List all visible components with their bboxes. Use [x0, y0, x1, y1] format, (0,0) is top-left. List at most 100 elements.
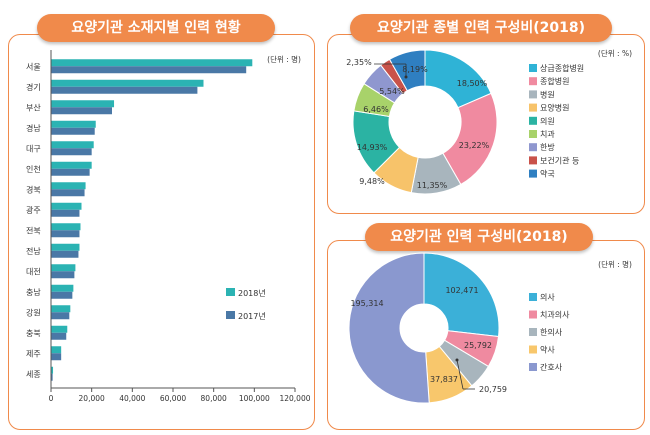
category-label: 경남	[26, 123, 41, 133]
workforce-legend-swatch	[529, 345, 537, 354]
workforce-legend-label: 의사	[540, 292, 555, 302]
leader-dot	[404, 75, 408, 79]
type-legend-swatch	[529, 64, 537, 72]
type-value-label: 8,19%	[402, 65, 428, 74]
workforce-value-label: 20,759	[479, 385, 507, 394]
type-legend-swatch	[529, 169, 537, 178]
category-label: 서울	[26, 62, 41, 71]
type-legend-label: 상급종합병원	[540, 63, 584, 73]
type-slice	[388, 49, 426, 92]
category-label: 광주	[26, 205, 41, 215]
type-legend-label: 약국	[540, 169, 555, 179]
bar-2017	[51, 291, 73, 299]
workforce-value-label: 102,471	[445, 286, 478, 295]
region-chart-title: 요양기관 소재지별 인력 현황	[37, 14, 275, 42]
type-legend-label: 보건기관 등	[540, 155, 579, 165]
category-label: 전남	[26, 246, 41, 256]
type-value-label: 5,54%	[379, 87, 405, 96]
type-legend-swatch	[529, 77, 537, 86]
bar-2017	[51, 332, 67, 340]
bar-2017	[51, 250, 79, 258]
workforce-ratio-chart-title: 요양기관 인력 구성비(2018)	[365, 223, 593, 251]
type-value-label: 14,93%	[357, 143, 388, 152]
category-label: 대전	[26, 266, 41, 276]
legend-label: 2017년	[238, 311, 266, 321]
type-value-label: 6,46%	[363, 105, 389, 114]
type-legend-swatch	[529, 90, 537, 99]
bar-2018	[51, 325, 68, 333]
bar-2017	[51, 148, 92, 156]
bar-2017	[51, 168, 90, 176]
workforce-slice	[348, 252, 430, 404]
type-legend-swatch	[529, 116, 537, 125]
type-legend-swatch	[529, 103, 537, 112]
type-value-label: 23,22%	[459, 141, 490, 150]
legend-label: 2018년	[238, 288, 266, 298]
workforce-legend-label: 한의사	[540, 327, 563, 337]
workforce-unit-label: (단위 : 명)	[598, 259, 632, 269]
workforce-legend-swatch	[529, 328, 537, 336]
category-label: 강원	[26, 307, 41, 317]
type-legend-swatch	[529, 156, 537, 165]
type-value-label: 9,48%	[359, 177, 385, 186]
workforce-legend-label: 간호사	[540, 362, 563, 372]
bar-2017	[51, 353, 62, 361]
bar-2018	[51, 182, 86, 190]
category-label: 인천	[26, 164, 41, 174]
bar-2018	[51, 120, 96, 128]
legend-swatch	[226, 288, 235, 296]
type-legend-label: 의원	[540, 116, 555, 126]
bar-2018	[51, 305, 71, 313]
workforce-slice	[423, 252, 500, 338]
bar-2018	[51, 100, 115, 108]
bar-2018	[51, 243, 80, 251]
x-tick-label: 60,000	[160, 394, 186, 403]
type-legend-swatch	[529, 143, 537, 152]
category-label: 부산	[26, 102, 41, 112]
bar-2018	[51, 59, 253, 67]
workforce-legend-swatch	[529, 293, 537, 301]
bar-2018	[51, 264, 76, 272]
x-tick-label: 120,000	[279, 394, 310, 403]
workforce-legend-swatch	[529, 363, 537, 371]
region-unit-label: (단위 : 명)	[267, 54, 301, 64]
x-tick-label: 80,000	[201, 394, 227, 403]
x-tick-label: 100,000	[239, 394, 270, 403]
legend-swatch	[226, 311, 235, 319]
category-label: 경기	[26, 82, 41, 92]
bar-2017	[51, 127, 95, 135]
type-legend-label: 한방	[540, 142, 555, 152]
bar-2017	[51, 230, 80, 238]
type-legend-label: 종합병원	[540, 77, 569, 86]
type-legend-swatch	[529, 130, 537, 138]
bar-2018	[51, 284, 74, 292]
x-tick-label: 0	[49, 394, 54, 403]
bar-2018	[51, 79, 204, 87]
type-legend-label: 치과	[540, 130, 555, 139]
type-ratio-chart-title: 요양기관 종별 인력 구성비(2018)	[350, 14, 612, 42]
workforce-legend-label: 치과의사	[540, 310, 570, 320]
bar-2017	[51, 189, 85, 197]
bar-2017	[51, 107, 112, 115]
x-tick-label: 20,000	[79, 394, 105, 403]
workforce-value-label: 37,837	[430, 375, 458, 384]
category-label: 충북	[26, 329, 41, 338]
bar-2018	[51, 223, 81, 231]
bar-2017	[51, 271, 75, 279]
bar-2018	[51, 202, 82, 210]
bar-2017	[51, 373, 53, 381]
type-value-label: 11,35%	[417, 181, 448, 190]
type-value-label: 2,35%	[346, 58, 372, 67]
category-label: 전북	[26, 225, 41, 235]
bar-2018	[51, 366, 54, 374]
category-label: 충남	[26, 288, 41, 297]
type-legend-label: 병원	[540, 90, 555, 99]
category-label: 제주	[26, 349, 41, 358]
x-tick-label: 40,000	[119, 394, 145, 403]
bar-2017	[51, 86, 198, 94]
leader-dot	[455, 358, 459, 362]
bar-2017	[51, 209, 80, 217]
category-label: 대구	[26, 144, 41, 153]
workforce-legend-label: 약사	[540, 345, 555, 355]
